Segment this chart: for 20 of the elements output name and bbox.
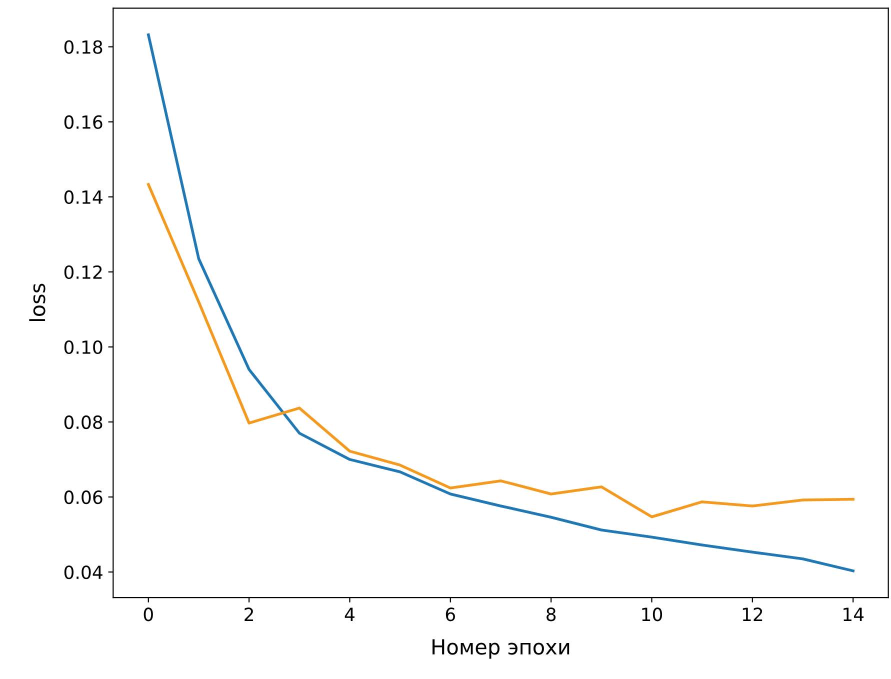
x-tick-label: 2 — [244, 608, 253, 621]
x-tick-label: 0 — [144, 608, 153, 622]
y-axis-title: loss — [29, 284, 46, 321]
y-tick-label: 0.06 — [64, 490, 102, 504]
y-tick-label: 0.08 — [64, 415, 102, 430]
y-tick-label: 0.16 — [64, 115, 102, 129]
line-series — [147, 33, 854, 572]
x-tick-label: 14 — [844, 608, 864, 621]
x-tick-label: 6 — [446, 608, 456, 622]
y-tick-label: 0.10 — [64, 340, 102, 354]
y-tick-label: 0.18 — [64, 40, 102, 54]
x-tick-label: 10 — [642, 608, 662, 622]
x-tick-label: 8 — [546, 608, 556, 622]
y-tick-label: 0.12 — [64, 265, 102, 279]
y-tick-label: 0.14 — [64, 190, 102, 204]
x-axis-title: Номер эпохи — [432, 639, 570, 659]
line-series — [147, 183, 854, 518]
x-tick-label: 4 — [344, 608, 354, 621]
x-tick-label: 12 — [742, 608, 762, 621]
y-tick-label: 0.04 — [64, 565, 102, 580]
